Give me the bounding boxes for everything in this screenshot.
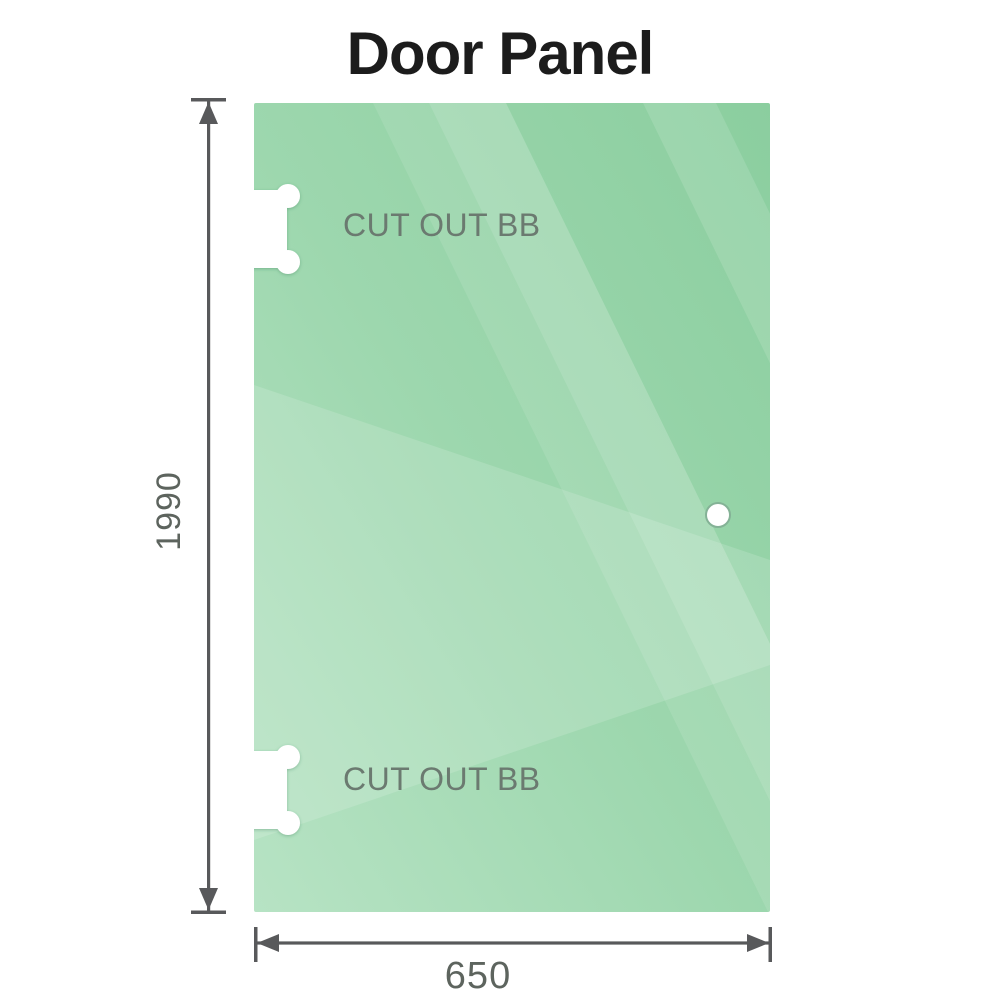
width-dimension (254, 927, 772, 962)
hinge-cutout-top-hole-lower (276, 250, 300, 274)
width-dimension-label: 650 (445, 955, 511, 997)
dimension-tick-bottom (191, 910, 226, 914)
height-dimension-line (207, 101, 211, 911)
hinge-cutout-bottom-notch (254, 751, 287, 829)
cutout-label-top: CUT OUT BB (343, 207, 541, 243)
dimension-tick-top (191, 98, 226, 102)
up-arrowhead-icon (199, 102, 218, 124)
height-dimension (191, 98, 226, 914)
dimension-tick-right (768, 927, 772, 962)
glass-panel-group (254, 103, 770, 912)
handle-hole (705, 502, 731, 528)
width-dimension-line (257, 941, 769, 945)
hinge-cutout-bottom (254, 745, 300, 835)
glass-sheen-stripe (373, 103, 770, 912)
glass-sheen-stripe (643, 103, 770, 912)
page-title: Door Panel (346, 20, 655, 87)
hinge-cutout-top (254, 184, 300, 274)
glass-sheen-stripe (429, 103, 770, 912)
glass-sheen-group (254, 103, 770, 912)
glass-sheen-band (254, 385, 770, 840)
down-arrowhead-icon (199, 888, 218, 910)
hinge-cutout-bottom-hole-upper (276, 745, 300, 769)
left-arrowhead-icon (257, 934, 279, 952)
dimension-tick-left (254, 927, 258, 962)
hinge-cutout-top-notch (254, 190, 287, 268)
hinge-cutout-bottom-hole-lower (276, 811, 300, 835)
cutout-label-bottom: CUT OUT BB (343, 761, 541, 797)
right-arrowhead-icon (747, 934, 769, 952)
height-dimension-label: 1990 (150, 471, 188, 551)
glass-panel (254, 103, 770, 912)
hinge-cutout-top-hole-upper (276, 184, 300, 208)
